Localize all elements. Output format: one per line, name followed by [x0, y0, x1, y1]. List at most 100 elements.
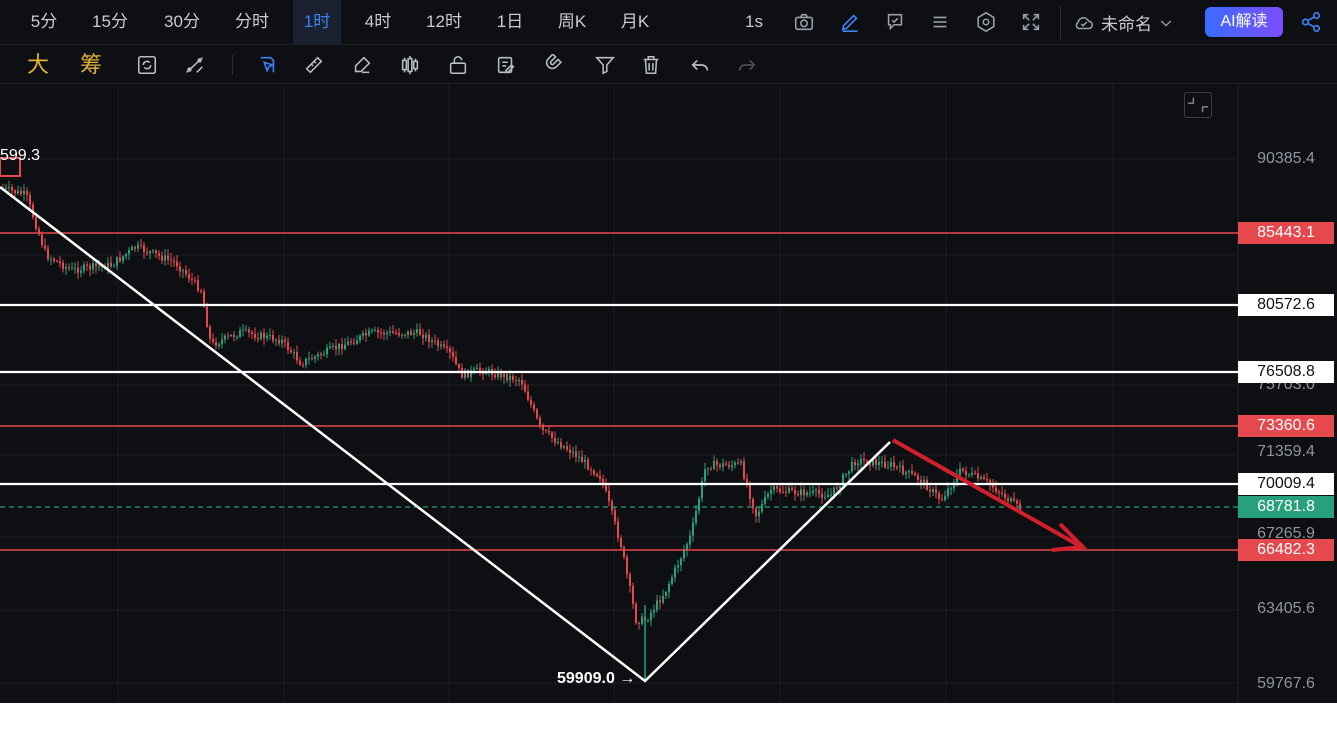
candle-body	[29, 194, 31, 205]
candle-body	[458, 364, 460, 369]
candle-body	[422, 334, 424, 339]
pencil-icon[interactable]	[839, 11, 861, 33]
candle-body	[902, 465, 904, 475]
unlock-icon[interactable]	[447, 54, 469, 76]
horizontal-lines	[0, 232, 1238, 551]
timeframe-tab[interactable]: 1日	[496, 12, 524, 31]
candle-body	[392, 331, 394, 333]
candle-body	[221, 339, 223, 345]
settings-icon[interactable]	[975, 11, 997, 33]
brush-icon[interactable]	[351, 54, 373, 76]
trash-icon[interactable]	[640, 54, 662, 76]
candle-body	[365, 332, 367, 336]
candle-body	[986, 479, 988, 481]
candle-body	[848, 471, 850, 475]
menu-icon[interactable]	[929, 11, 951, 33]
share-icon[interactable]	[1300, 11, 1322, 33]
candle-body	[431, 340, 433, 343]
camera-icon[interactable]	[793, 11, 815, 33]
candle-body	[632, 586, 634, 604]
candle-body	[593, 470, 595, 475]
candle-body	[8, 186, 10, 188]
note-edit-icon[interactable]	[495, 54, 517, 76]
timeframe-tab[interactable]: 30分	[164, 12, 200, 31]
candle-body	[716, 461, 718, 465]
candle-body	[521, 379, 523, 385]
candle-body	[137, 244, 139, 249]
layout-selector[interactable]: 未命名	[1073, 0, 1174, 45]
candlestick-icon[interactable]	[399, 54, 421, 76]
candle-body	[920, 479, 922, 483]
cursor-tool-icon[interactable]	[256, 54, 278, 76]
candle-body	[647, 620, 649, 622]
candle-body	[269, 335, 271, 337]
candle-body	[197, 279, 199, 291]
timeframe-tab[interactable]: 月K	[620, 12, 650, 31]
candle-body	[224, 335, 226, 340]
candle-body	[617, 521, 619, 539]
timeframe-tab[interactable]: 1时	[293, 0, 341, 45]
grid	[0, 85, 1239, 703]
candle-body	[887, 466, 889, 468]
timeframe-tab[interactable]: 4时	[364, 12, 392, 31]
interval-selector[interactable]: 1s	[745, 12, 763, 31]
candle-body	[68, 266, 70, 269]
chevron-down-icon	[1158, 15, 1174, 31]
axis-tick: 67265.9	[1257, 525, 1315, 542]
candle-body	[509, 375, 511, 381]
candle-body	[803, 489, 805, 496]
ruler-icon[interactable]	[303, 54, 325, 76]
candle-body	[737, 462, 739, 464]
magnet-icon[interactable]	[543, 53, 565, 76]
candle-body	[161, 255, 163, 261]
candle-body	[278, 339, 280, 344]
candle-body	[386, 332, 388, 335]
timeframe-tab[interactable]: 5分	[30, 12, 58, 31]
big-order-toggle[interactable]: 大	[27, 52, 50, 77]
down-arrow-head	[1051, 522, 1088, 552]
candle-body	[323, 354, 325, 356]
candle-body	[74, 267, 76, 269]
timeframe-tab[interactable]: 15分	[92, 12, 128, 31]
candle-body	[563, 446, 565, 448]
filter-icon[interactable]	[594, 54, 616, 76]
candle-body	[248, 329, 250, 333]
candle-body	[665, 592, 667, 596]
candle-body	[83, 264, 85, 271]
candle-body	[839, 486, 841, 489]
candle-body	[764, 496, 766, 504]
undo-icon[interactable]	[689, 54, 711, 76]
candle-body	[131, 246, 133, 250]
candle-body	[776, 486, 778, 489]
candle-body	[173, 260, 175, 262]
candle-body	[1010, 498, 1012, 502]
candle-body	[713, 461, 715, 469]
candle-body	[983, 476, 985, 480]
candle-body	[833, 487, 835, 495]
timeframe-tab[interactable]: 分时	[235, 12, 269, 31]
ai-analysis-button[interactable]: AI解读	[1205, 7, 1283, 37]
trendline-tools-icon[interactable]	[184, 54, 206, 76]
candle-body	[758, 511, 760, 517]
candle-body	[218, 344, 220, 347]
price-line-label: 66482.3	[1238, 539, 1334, 561]
candle-body	[620, 538, 622, 548]
refresh-drawing-icon[interactable]	[136, 54, 158, 76]
candle-body	[623, 547, 625, 557]
candle-body	[80, 270, 82, 273]
expand-icon[interactable]	[1020, 11, 1042, 33]
fullscreen-button[interactable]	[1184, 92, 1212, 118]
kline-chart[interactable]: 599.3 59909.0 → 90385.4 75703.0 71359.4 …	[0, 85, 1337, 703]
candle-body	[698, 498, 700, 511]
chip-distribution-toggle[interactable]: 筹	[80, 52, 103, 77]
candle-body	[755, 508, 757, 517]
annotate-icon[interactable]	[884, 11, 906, 33]
candle-body	[893, 462, 895, 467]
candle-body	[164, 255, 166, 261]
candle-body	[377, 329, 379, 333]
candle-body	[935, 489, 937, 494]
timeframe-tab[interactable]: 12时	[426, 12, 462, 31]
candles	[2, 180, 1021, 681]
candle-body	[299, 360, 301, 365]
timeframe-tab[interactable]: 周K	[557, 12, 587, 31]
